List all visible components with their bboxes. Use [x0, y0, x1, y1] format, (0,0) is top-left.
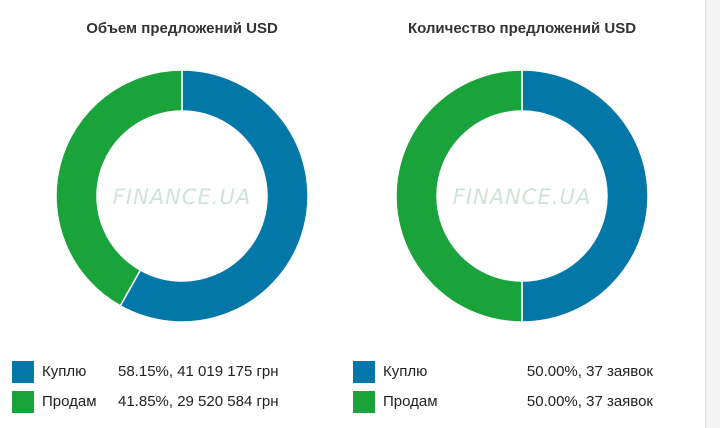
legend-swatch-sell	[353, 391, 375, 413]
volume-chart-panel: Объем предложений USD FINANCE.UA Куплю 5…	[12, 20, 342, 418]
donut-slice-sell[interactable]	[55, 69, 183, 307]
count-chart-panel: Количество предложений USD FINANCE.UA Ку…	[340, 0, 700, 428]
legend-label-buy: Куплю	[383, 363, 428, 380]
legend-row-buy: Куплю 58.15%, 41 019 175 грн	[12, 358, 342, 388]
donut-slice-buy[interactable]	[521, 69, 649, 323]
watermark-logo: FINANCE.UA	[113, 185, 251, 209]
donut-slice-buy[interactable]	[119, 69, 309, 323]
donut-slice-sell[interactable]	[395, 69, 523, 323]
volume-chart-title: Объем предложений USD	[86, 20, 278, 37]
volume-donut-chart: FINANCE.UA	[55, 69, 309, 323]
legend-row-buy: Куплю 50.00%, 37 заявок	[353, 358, 683, 388]
volume-legend: Куплю 58.15%, 41 019 175 грн Продам 41.8…	[12, 358, 342, 418]
legend-value-sell: 41.85%, 29 520 584 грн	[118, 393, 279, 410]
count-legend: Куплю 50.00%, 37 заявок Продам 50.00%, 3…	[353, 358, 683, 418]
count-donut-chart: FINANCE.UA	[395, 69, 649, 323]
scrollbar-track[interactable]	[705, 0, 720, 428]
legend-label-buy: Куплю	[42, 363, 87, 380]
legend-swatch-sell	[12, 391, 34, 413]
legend-swatch-buy	[12, 361, 34, 383]
legend-row-sell: Продам 50.00%, 37 заявок	[353, 388, 683, 418]
legend-value-sell: 50.00%, 37 заявок	[526, 393, 653, 410]
legend-label-sell: Продам	[383, 393, 438, 410]
legend-label-sell: Продам	[42, 393, 97, 410]
watermark-logo: FINANCE.UA	[453, 185, 591, 209]
legend-value-buy: 58.15%, 41 019 175 грн	[118, 363, 279, 380]
legend-swatch-buy	[353, 361, 375, 383]
legend-value-buy: 50.00%, 37 заявок	[526, 363, 653, 380]
count-chart-title: Количество предложений USD	[407, 20, 637, 37]
legend-row-sell: Продам 41.85%, 29 520 584 грн	[12, 388, 342, 418]
